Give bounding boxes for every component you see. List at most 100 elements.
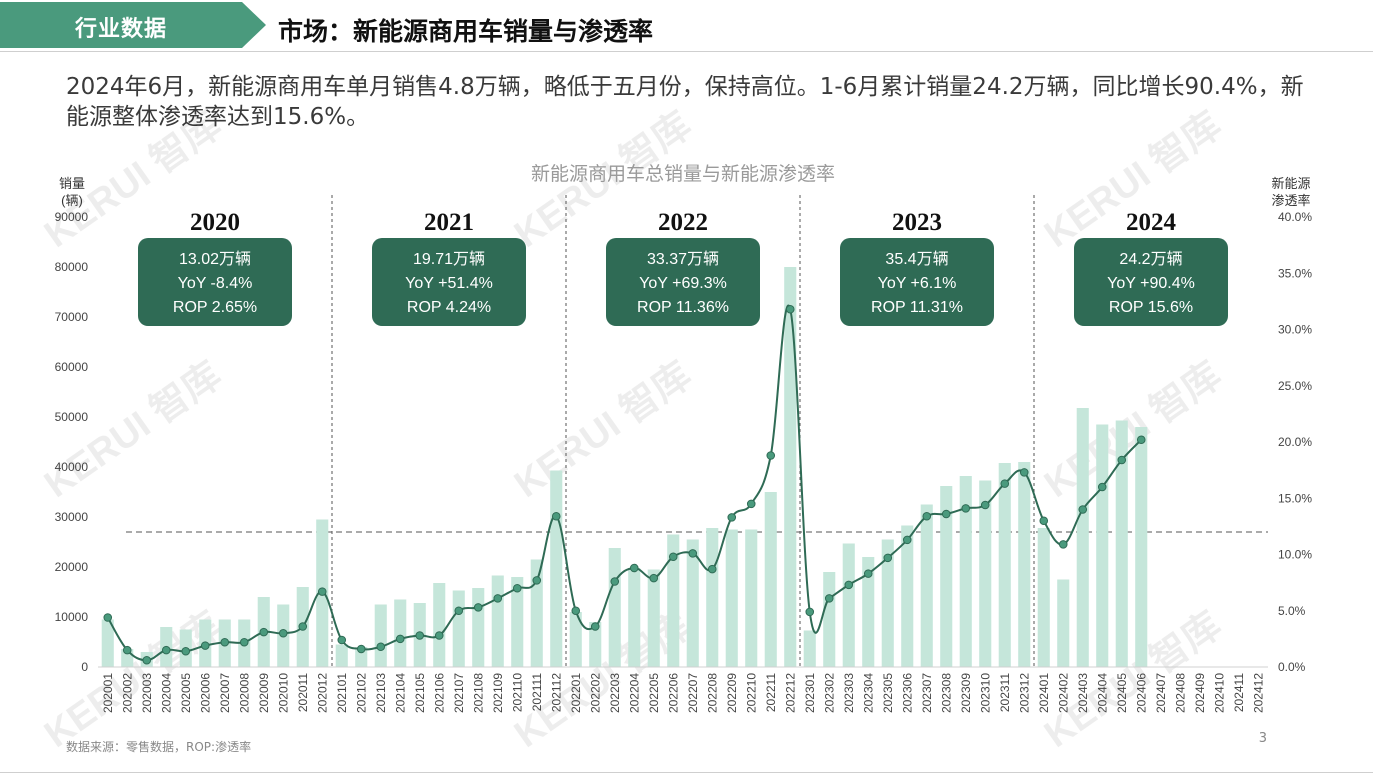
- bar-202208: [706, 528, 719, 667]
- x-tick-label: 202303: [842, 673, 856, 713]
- year-yoy-text: YoY +90.4%: [1107, 275, 1195, 292]
- y-left-tick-label: 50000: [55, 410, 89, 424]
- bar-202111: [530, 559, 543, 667]
- x-tick-label: 202001: [101, 673, 115, 713]
- point-202009: [259, 627, 269, 637]
- point-202212: [785, 304, 795, 314]
- year-heading: 2020: [190, 209, 240, 236]
- x-tick-label: 202405: [1115, 673, 1129, 713]
- footer-divider: [0, 772, 1373, 773]
- point-202310: [980, 500, 990, 510]
- point-202005: [181, 646, 191, 656]
- point-202004: [161, 645, 171, 655]
- x-tick-label: 202102: [354, 673, 368, 713]
- point-202206: [668, 552, 678, 562]
- point-202209: [727, 513, 737, 522]
- point-202301: [805, 607, 815, 617]
- x-tick-label: 202406: [1134, 673, 1148, 713]
- bar-202312: [1018, 462, 1031, 667]
- year-volume-text: 33.37万辆: [647, 250, 719, 268]
- x-tick-label: 202203: [608, 673, 622, 713]
- bar-202203: [608, 548, 621, 667]
- section-label: 行业数据: [75, 17, 168, 42]
- section-tag: 行业数据: [0, 2, 268, 48]
- year-rop-text: ROP 11.31%: [871, 299, 963, 316]
- bar-202310: [979, 480, 992, 667]
- bar-202304: [862, 557, 875, 667]
- point-202304: [863, 569, 873, 578]
- bar-202202: [589, 622, 602, 667]
- bar-202212: [784, 267, 797, 667]
- bar-202401: [1037, 528, 1050, 667]
- slide-title: 市场：新能源商用车销量与渗透率: [278, 17, 654, 46]
- year-volume-text: 13.02万辆: [179, 250, 251, 268]
- y-left-tick-label: 20000: [55, 560, 89, 574]
- x-tick-label: 202210: [744, 673, 758, 713]
- x-tick-label: 202011: [296, 673, 310, 712]
- x-tick-label: 202106: [432, 673, 446, 713]
- x-tick-label: 202408: [1173, 673, 1187, 713]
- y-left-axis-label: (辆): [61, 193, 83, 208]
- bar-202307: [920, 504, 933, 667]
- x-tick-label: 202212: [783, 673, 797, 713]
- x-tick-label: 202207: [686, 673, 700, 713]
- year-summary-box: [606, 238, 760, 326]
- point-202311: [1000, 479, 1010, 488]
- year-yoy-text: YoY +69.3%: [639, 275, 727, 292]
- point-202110: [512, 583, 522, 593]
- point-202403: [1078, 505, 1088, 514]
- bar-202405: [1115, 420, 1128, 667]
- x-tick-label: 202403: [1076, 673, 1090, 713]
- point-202307: [922, 511, 932, 521]
- y-left-tick-label: 90000: [55, 210, 89, 224]
- x-tick-label: 202108: [471, 673, 485, 713]
- x-tick-label: 202005: [179, 673, 193, 713]
- watermark-text: KERUI 智库: [1037, 354, 1229, 506]
- point-202011: [298, 622, 308, 631]
- y-left-tick-label: 70000: [55, 310, 89, 324]
- point-202109: [493, 594, 503, 603]
- point-202211: [766, 451, 776, 460]
- bar-202106: [433, 583, 446, 667]
- y-left-tick-label: 10000: [55, 610, 89, 624]
- bar-202205: [647, 569, 660, 667]
- point-202007: [220, 637, 230, 647]
- x-tick-label: 202301: [803, 673, 817, 713]
- point-202010: [278, 628, 288, 638]
- bar-202211: [764, 492, 777, 667]
- bar-202303: [842, 543, 855, 667]
- point-202103: [376, 642, 386, 652]
- bar-202404: [1096, 424, 1109, 667]
- y-right-tick-label: 25.0%: [1278, 379, 1312, 393]
- y-left-tick-label: 30000: [55, 510, 89, 524]
- bar-202112: [550, 470, 563, 667]
- source-note: 数据来源：零售数据，ROP:渗透率: [66, 740, 252, 754]
- bar-202101: [335, 644, 348, 667]
- x-tick-label: 202105: [413, 673, 427, 713]
- x-tick-label: 202205: [647, 673, 661, 713]
- point-202309: [961, 504, 971, 513]
- x-tick-label: 202311: [998, 673, 1012, 712]
- year-rop-text: ROP 11.36%: [637, 299, 729, 316]
- x-tick-label: 202008: [237, 673, 251, 713]
- x-tick-label: 202003: [140, 673, 154, 713]
- point-202008: [239, 637, 249, 647]
- point-202303: [844, 580, 854, 590]
- x-tick-label: 202101: [335, 673, 349, 713]
- point-202003: [142, 655, 152, 665]
- point-202205: [649, 573, 659, 583]
- bar-202107: [452, 590, 465, 667]
- year-summary-box: [1074, 238, 1228, 326]
- x-tick-label: 202302: [822, 673, 836, 713]
- point-202405: [1117, 455, 1127, 465]
- x-tick-label: 202009: [257, 673, 271, 713]
- point-202404: [1097, 482, 1107, 492]
- x-tick-label: 202202: [588, 673, 602, 713]
- point-202107: [454, 606, 464, 616]
- point-202001: [103, 613, 113, 622]
- y-right-axis-label: 新能源: [1271, 176, 1310, 191]
- y-left-tick-label: 60000: [55, 360, 89, 374]
- point-202302: [824, 594, 834, 603]
- y-left-tick-label: 40000: [55, 460, 89, 474]
